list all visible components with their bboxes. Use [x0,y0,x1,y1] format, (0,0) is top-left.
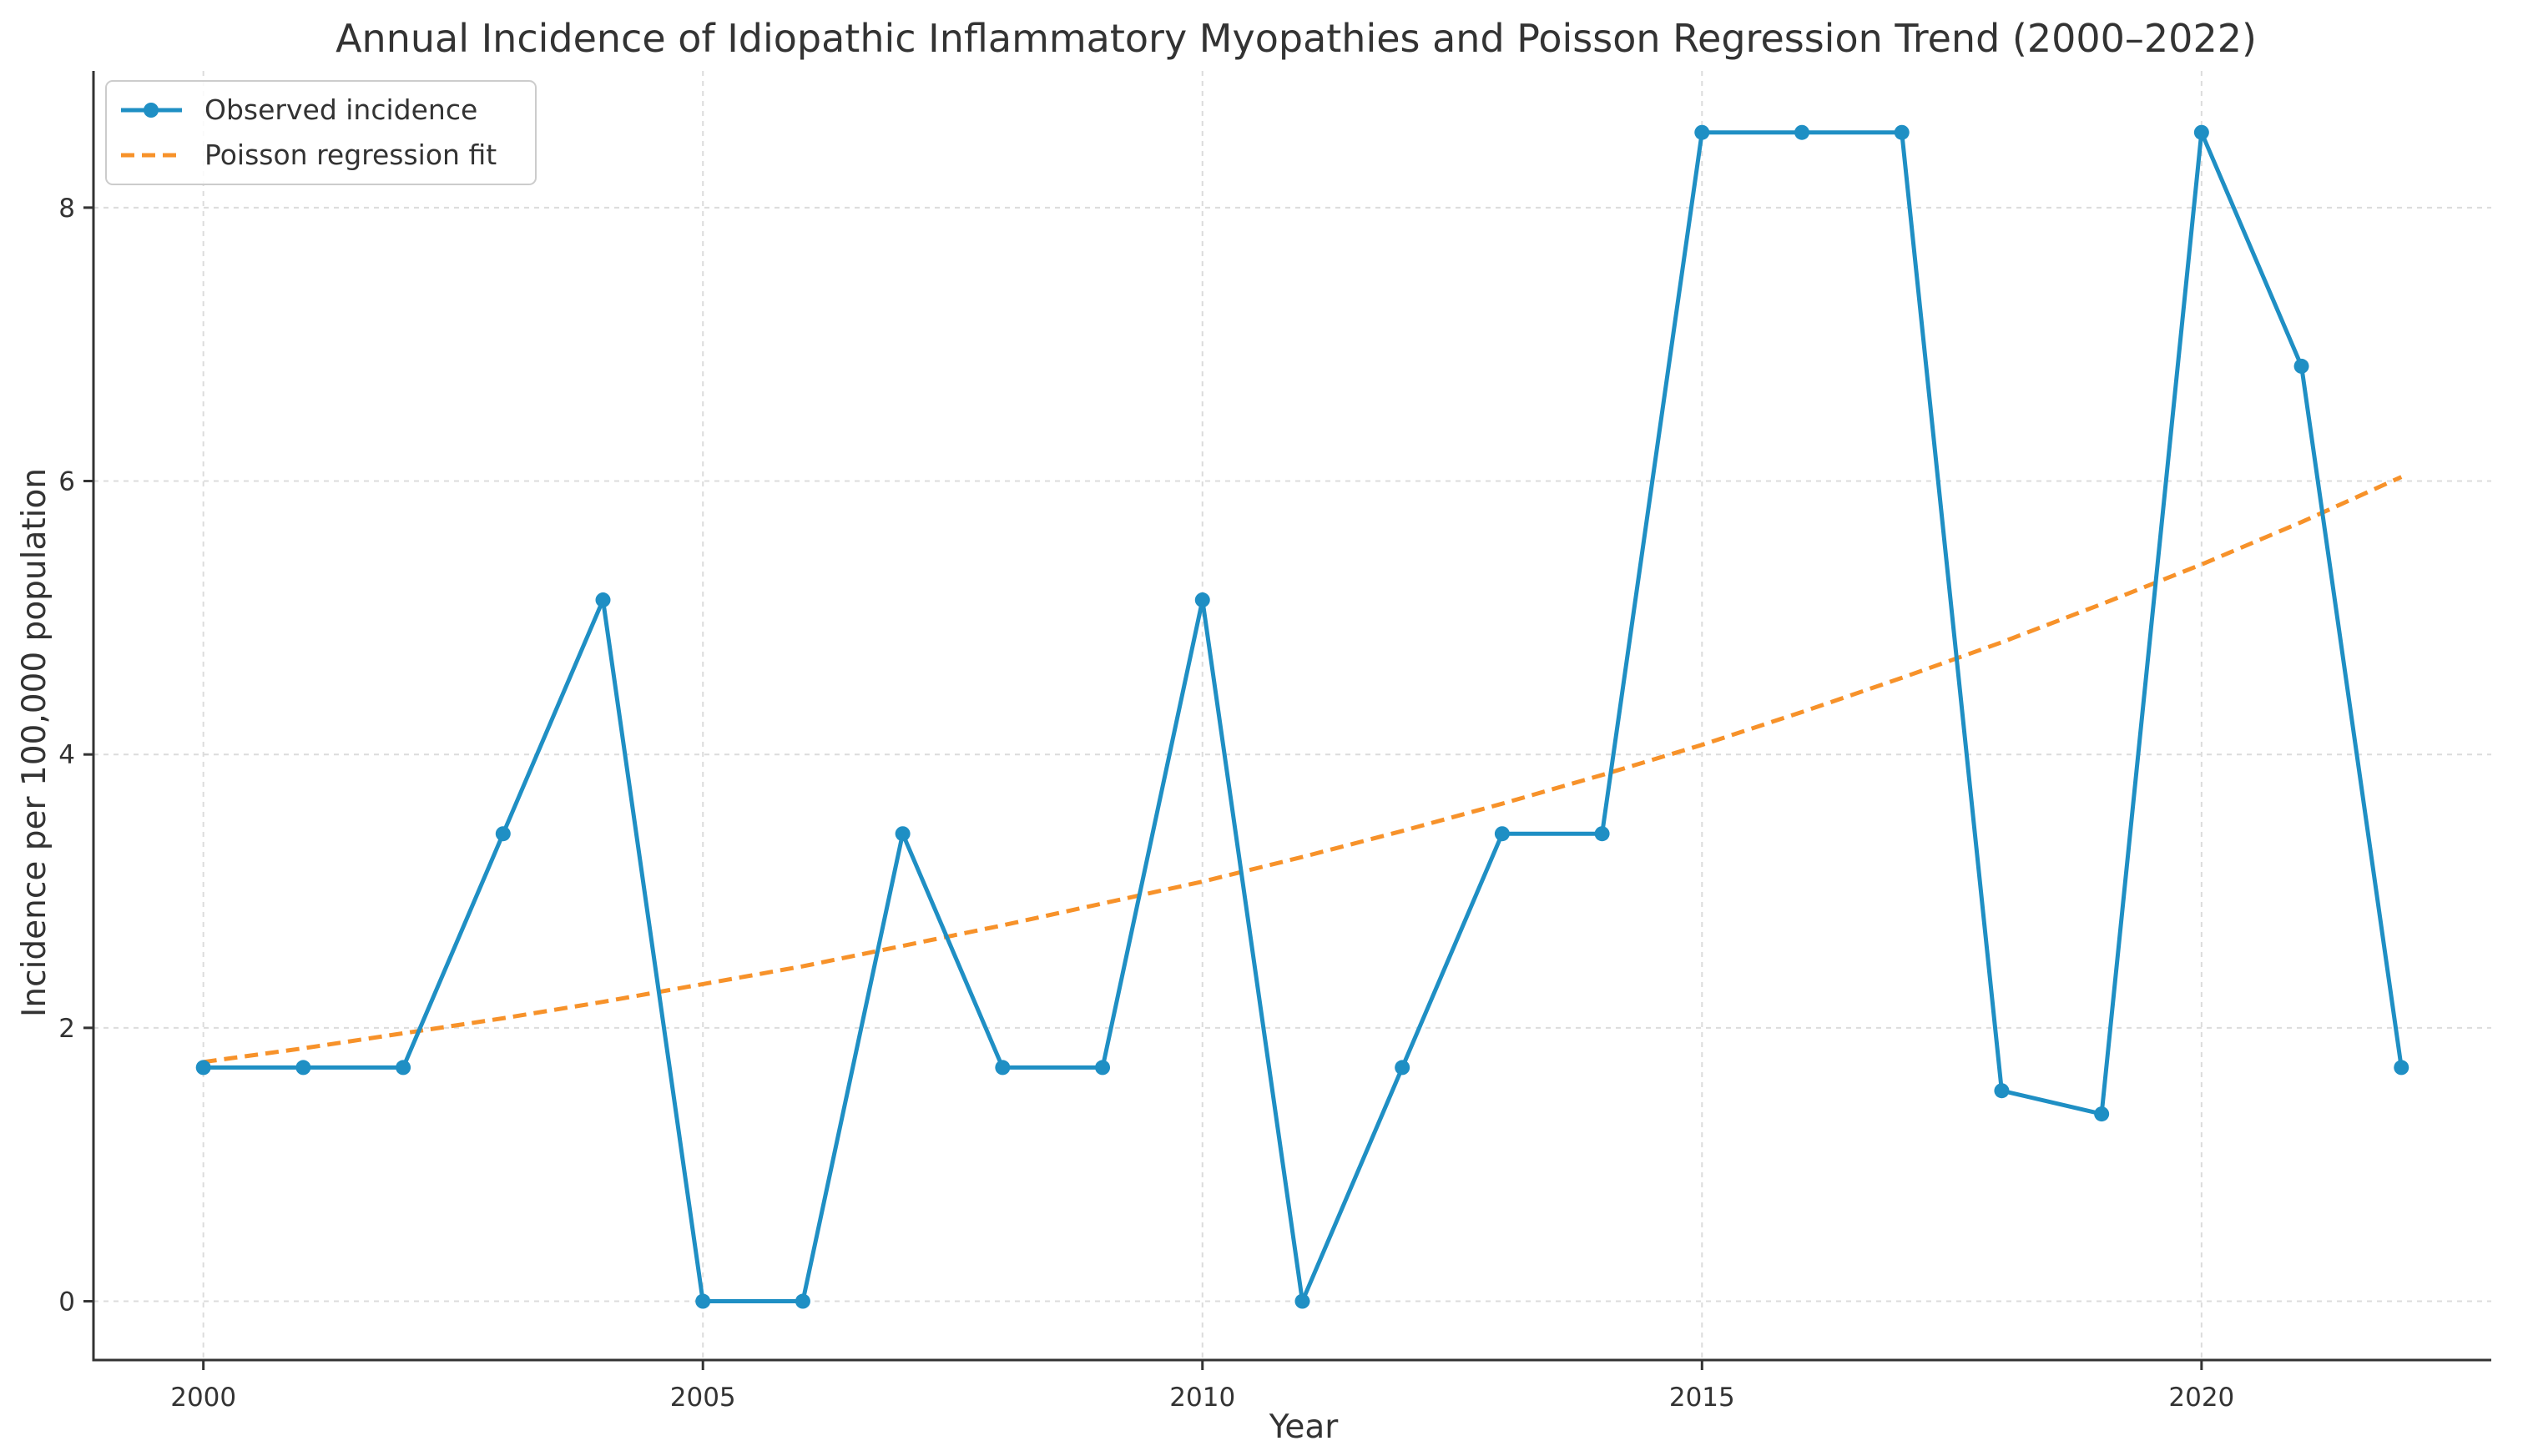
x-tick-label: 2005 [670,1383,736,1413]
x-tick-label: 2015 [1669,1383,1735,1413]
data-point-2021 [2293,358,2309,374]
series-line-poisson-regression-fit [203,475,2403,1065]
x-tick-label: 2020 [2168,1383,2234,1413]
legend-marker-observed-incidence [144,103,159,118]
data-point-2015 [1694,124,1710,140]
chart-title: Annual Incidence of Idiopathic Inflammat… [336,16,2257,61]
x-tick-label: 2010 [1169,1383,1235,1413]
data-point-2001 [295,1060,311,1076]
data-point-2009 [1095,1060,1111,1076]
data-point-2007 [895,826,911,842]
legend-label-poisson-regression-fit: Poisson regression fit [204,139,497,171]
axes [92,71,2491,1362]
x-axis-line [92,71,2491,1362]
data-point-2010 [1194,592,1210,608]
data-point-2022 [2394,1060,2409,1076]
data-point-2012 [1395,1060,1410,1076]
data-point-2005 [695,1293,711,1309]
x-axis-label: Year [1269,1408,1340,1446]
data-point-2004 [595,592,611,608]
data-point-2000 [195,1060,211,1076]
x-tick-label: 2000 [170,1383,236,1413]
y-axis-label: Incidence per 100,000 population [16,468,53,1017]
data-point-2017 [1894,124,1910,140]
y-tick-label: 4 [58,740,75,770]
grid-lines [93,71,2491,1360]
y-tick-label: 8 [58,194,75,224]
data-point-2002 [396,1060,411,1076]
y-tick-label: 6 [58,467,75,497]
data-point-2011 [1294,1293,1310,1309]
ticks: 2000 2005 2010 2015 2020 0 2 4 6 8 [58,194,2234,1413]
y-tick-label: 2 [58,1014,75,1044]
data-point-2016 [1794,124,1810,140]
data-point-2014 [1594,826,1610,842]
legend: Observed incidence Poisson regression fi… [105,80,537,185]
data-point-2020 [2193,124,2209,140]
legend-label-observed-incidence: Observed incidence [204,93,477,126]
data-point-2008 [995,1060,1011,1076]
data-point-2019 [2094,1106,2110,1122]
legend-box [105,80,537,185]
data-point-2003 [495,826,511,842]
y-tick-label: 0 [58,1287,75,1317]
series-layer [195,124,2409,1309]
data-point-2006 [795,1293,810,1309]
series-line-observed-incidence [201,130,2404,1303]
data-point-2013 [1494,826,1510,842]
data-point-2018 [1994,1083,2010,1099]
